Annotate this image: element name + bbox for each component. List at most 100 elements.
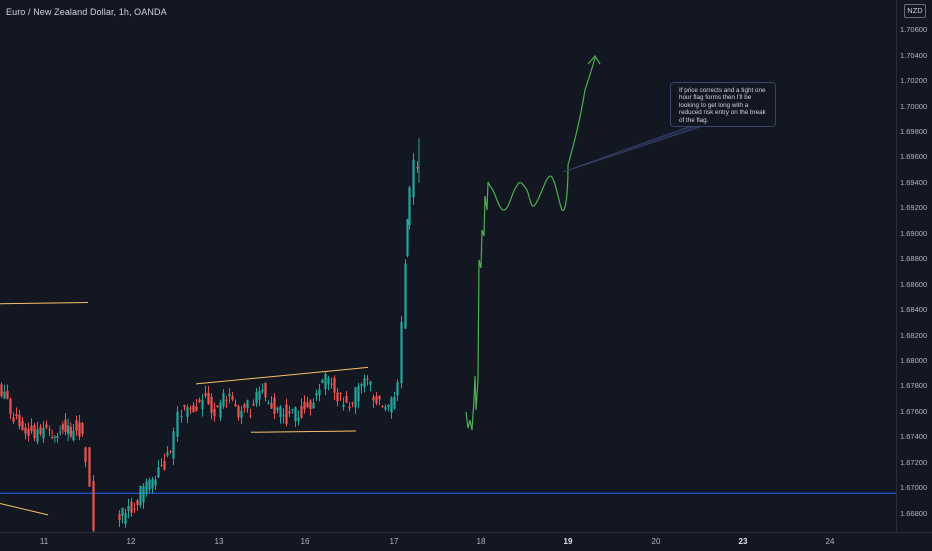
trendline-layer — [0, 301, 369, 516]
price-label: 1.68800 — [900, 254, 928, 264]
candle — [64, 413, 67, 436]
candle — [396, 379, 399, 402]
candle — [42, 421, 45, 444]
candle — [312, 398, 315, 409]
candle — [163, 453, 166, 471]
candle — [127, 498, 130, 519]
candle — [75, 415, 78, 436]
candle — [276, 406, 279, 414]
time-label: 18 — [476, 537, 486, 546]
candle — [67, 418, 70, 442]
candle — [183, 404, 186, 411]
candle — [255, 388, 258, 408]
candle — [327, 375, 330, 391]
candle — [88, 446, 91, 487]
price-label: 1.70200 — [900, 76, 928, 86]
candle — [357, 382, 360, 409]
annotation-callout[interactable]: If price corrects and a tight one hour f… — [670, 82, 776, 127]
candle — [0, 382, 3, 398]
candle — [324, 371, 327, 396]
candle — [366, 375, 369, 386]
price-label: 1.70000 — [900, 101, 928, 111]
candle — [258, 386, 261, 407]
candle — [24, 423, 27, 440]
candle — [339, 392, 342, 401]
candle — [81, 422, 84, 437]
candle — [145, 478, 148, 497]
candle — [228, 388, 231, 404]
candle — [381, 405, 384, 408]
candle — [192, 401, 195, 413]
time-label: 23 — [738, 537, 748, 546]
candle — [249, 408, 252, 419]
candle — [384, 404, 387, 412]
candle — [169, 450, 172, 454]
time-axis[interactable]: 11 12 13 16 17 18 19 20 23 24 — [0, 532, 932, 551]
candle — [180, 409, 183, 423]
time-label: 17 — [389, 537, 399, 546]
candle — [330, 377, 333, 389]
price-axis[interactable]: 1.70600 1.70400 1.70200 1.70000 1.69800 1.696… — [896, 0, 932, 532]
candle — [273, 393, 276, 420]
callout-pointer-layer — [562, 126, 701, 173]
projection-arrowhead — [587, 54, 601, 65]
candle — [279, 405, 282, 424]
projection-path — [465, 57, 596, 431]
candle — [186, 404, 189, 424]
candle — [130, 497, 133, 517]
candle — [351, 401, 354, 408]
candle — [294, 406, 297, 427]
candle — [222, 389, 225, 409]
candle — [207, 386, 210, 405]
candle — [231, 392, 234, 402]
candle — [416, 161, 419, 173]
price-label: 1.67000 — [900, 483, 928, 493]
candle — [354, 387, 357, 414]
candle — [6, 384, 9, 400]
candle — [306, 396, 309, 408]
trendline — [0, 502, 49, 516]
candle — [282, 408, 285, 424]
price-label: 1.69400 — [900, 177, 928, 187]
candle — [133, 502, 136, 513]
candle — [309, 399, 312, 416]
candle — [264, 382, 267, 402]
candle — [3, 384, 6, 400]
candle — [333, 375, 336, 401]
price-label: 1.70600 — [900, 25, 928, 35]
candle — [9, 397, 12, 420]
time-label: 16 — [300, 537, 310, 546]
price-label: 1.68200 — [900, 330, 928, 340]
candle — [336, 388, 339, 407]
chart-title: Euro / New Zealand Dollar, 1h, OANDA — [6, 7, 167, 17]
candle — [345, 391, 348, 403]
candle — [412, 153, 415, 205]
price-label: 1.67400 — [900, 432, 928, 442]
candle — [166, 446, 169, 458]
callout-pointer — [562, 126, 701, 173]
price-label: 1.67600 — [900, 406, 928, 416]
candle — [408, 185, 411, 230]
candle — [33, 422, 36, 442]
candle — [59, 425, 62, 436]
price-label: 1.66800 — [900, 508, 928, 518]
currency-badge[interactable]: NZD — [904, 4, 926, 18]
candle — [404, 259, 407, 330]
candle — [390, 396, 393, 419]
candle — [121, 507, 124, 524]
candle — [84, 446, 87, 468]
candle — [201, 394, 204, 417]
candle — [139, 485, 142, 508]
candle — [124, 508, 127, 528]
chart-area[interactable]: Euro / New Zealand Dollar, 1h, OANDA If … — [0, 0, 896, 532]
candle — [210, 393, 213, 420]
candlestick-chart[interactable] — [0, 0, 896, 532]
price-label: 1.68400 — [900, 305, 928, 315]
trendline — [0, 301, 89, 305]
candle — [378, 395, 381, 406]
candle — [216, 405, 219, 408]
candle — [172, 427, 175, 466]
candle — [400, 316, 403, 389]
price-label: 1.68600 — [900, 279, 928, 289]
time-label: 13 — [214, 537, 224, 546]
